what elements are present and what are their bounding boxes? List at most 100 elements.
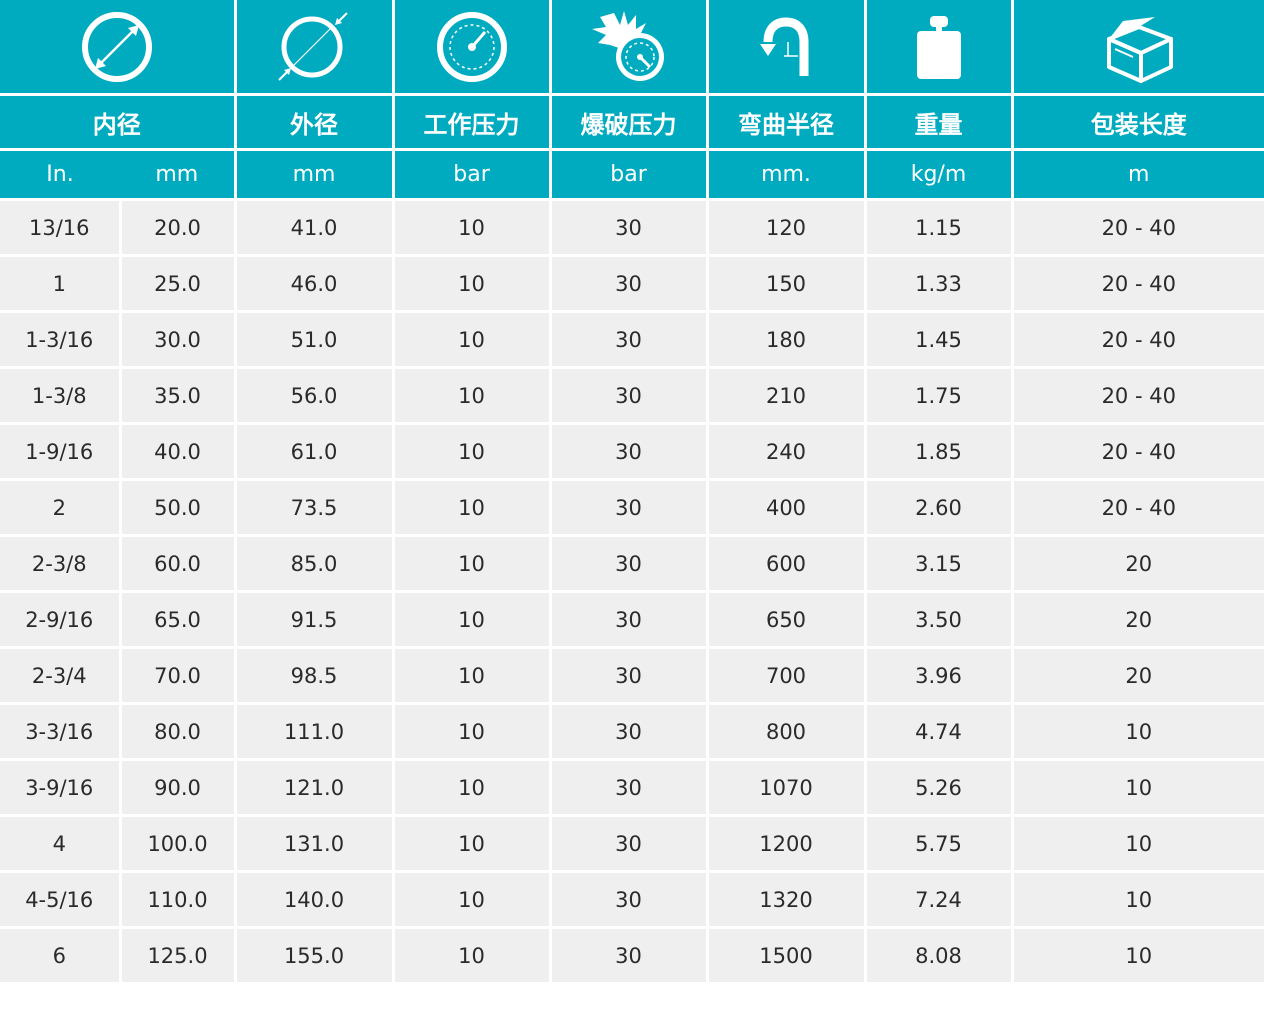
cell-package-length: 20	[1010, 534, 1264, 593]
cell-weight: 3.96	[863, 646, 1014, 705]
table-row: 2-9/16 65.0 91.5 10 30 650 3.50 20	[0, 590, 1264, 649]
cell-package-length: 10	[1010, 814, 1264, 873]
cell-weight: 1.15	[863, 199, 1014, 257]
cell-inner-in: 3-9/16	[0, 758, 122, 817]
cell-working-pressure: 10	[391, 310, 552, 369]
table-row: 1 25.0 46.0 10 30 150 1.33 20 - 40	[0, 254, 1264, 313]
cell-burst-pressure: 30	[548, 590, 709, 649]
cell-burst-pressure: 30	[548, 310, 709, 369]
cell-working-pressure: 10	[391, 366, 552, 425]
cell-package-length: 10	[1010, 702, 1264, 761]
cell-package-length: 20 - 40	[1010, 254, 1264, 313]
title-row: 内径 外径 工作压力 爆破压力 弯曲半径 重量 包装长度	[0, 93, 1264, 151]
cell-inner-in: 6	[0, 926, 122, 985]
cell-inner-mm: 40.0	[118, 422, 237, 481]
table-row: 4 100.0 131.0 10 30 1200 5.75 10	[0, 814, 1264, 873]
pressure-gauge-icon-cell	[391, 0, 552, 96]
cell-weight: 5.26	[863, 758, 1014, 817]
cell-weight: 1.45	[863, 310, 1014, 369]
cell-inner-mm: 25.0	[118, 254, 237, 313]
cell-weight: 3.15	[863, 534, 1014, 593]
cell-inner-in: 3-3/16	[0, 702, 122, 761]
cell-weight: 7.24	[863, 870, 1014, 929]
cell-package-length: 20 - 40	[1010, 310, 1264, 369]
cell-outer-mm: 41.0	[233, 199, 395, 257]
cell-burst-pressure: 30	[548, 254, 709, 313]
cell-bend-radius: 1200	[705, 814, 867, 873]
cell-working-pressure: 10	[391, 478, 552, 537]
cell-bend-radius: 1320	[705, 870, 867, 929]
cell-inner-in: 2	[0, 478, 122, 537]
cell-outer-mm: 131.0	[233, 814, 395, 873]
cell-weight: 3.50	[863, 590, 1014, 649]
cell-inner-mm: 50.0	[118, 478, 237, 537]
unit-inner-mm: mm	[120, 148, 237, 201]
hose-spec-table: 内径 外径 工作压力 爆破压力 弯曲半径 重量 包装长度 In. mm mm b…	[0, 0, 1264, 985]
weight-icon	[916, 15, 961, 79]
table-row: 3-3/16 80.0 111.0 10 30 800 4.74 10	[0, 702, 1264, 761]
cell-working-pressure: 10	[391, 254, 552, 313]
cell-working-pressure: 10	[391, 199, 552, 257]
cell-inner-mm: 35.0	[118, 366, 237, 425]
cell-package-length: 20	[1010, 646, 1264, 705]
cell-outer-mm: 98.5	[233, 646, 395, 705]
weight-icon-cell	[863, 0, 1014, 96]
cell-bend-radius: 150	[705, 254, 867, 313]
cell-weight: 1.33	[863, 254, 1014, 313]
cell-inner-in: 13/16	[0, 199, 122, 257]
cell-inner-mm: 70.0	[118, 646, 237, 705]
cell-bend-radius: 700	[705, 646, 867, 705]
cell-weight: 1.75	[863, 366, 1014, 425]
table-row: 13/16 20.0 41.0 10 30 120 1.15 20 - 40	[0, 199, 1264, 257]
cell-inner-in: 1-9/16	[0, 422, 122, 481]
cell-bend-radius: 1070	[705, 758, 867, 817]
cell-inner-in: 1-3/16	[0, 310, 122, 369]
unit-bend-mm: mm.	[705, 148, 867, 201]
cell-outer-mm: 140.0	[233, 870, 395, 929]
cell-bend-radius: 210	[705, 366, 867, 425]
cell-weight: 8.08	[863, 926, 1014, 985]
header-outer-diameter: 外径	[233, 93, 395, 151]
table-body: 13/16 20.0 41.0 10 30 120 1.15 20 - 40 1 25.0 46.0…	[0, 199, 1264, 985]
cell-outer-mm: 56.0	[233, 366, 395, 425]
unit-inner-in: In.	[0, 148, 120, 201]
cell-inner-mm: 60.0	[118, 534, 237, 593]
cell-inner-mm: 30.0	[118, 310, 237, 369]
header-package-length: 包装长度	[1010, 93, 1264, 151]
cell-inner-mm: 80.0	[118, 702, 237, 761]
cell-inner-mm: 110.0	[118, 870, 237, 929]
cell-inner-in: 4	[0, 814, 122, 873]
cell-bend-radius: 1500	[705, 926, 867, 985]
cell-burst-pressure: 30	[548, 366, 709, 425]
table-row: 2-3/4 70.0 98.5 10 30 700 3.96 20	[0, 646, 1264, 705]
burst-gauge-icon	[591, 10, 664, 81]
cell-burst-pressure: 30	[548, 478, 709, 537]
table-row: 1-3/8 35.0 56.0 10 30 210 1.75 20 - 40	[0, 366, 1264, 425]
header-bend-radius: 弯曲半径	[705, 93, 867, 151]
unit-burst-bar: bar	[548, 148, 709, 201]
cell-working-pressure: 10	[391, 534, 552, 593]
cell-working-pressure: 10	[391, 590, 552, 649]
cell-working-pressure: 10	[391, 814, 552, 873]
cell-bend-radius: 120	[705, 199, 867, 257]
cell-package-length: 10	[1010, 926, 1264, 985]
cell-inner-in: 1	[0, 254, 122, 313]
cell-weight: 5.75	[863, 814, 1014, 873]
cell-inner-mm: 65.0	[118, 590, 237, 649]
cell-working-pressure: 10	[391, 646, 552, 705]
inner-diameter-icon-cell	[0, 0, 237, 96]
cell-outer-mm: 121.0	[233, 758, 395, 817]
header-working-pressure: 工作压力	[391, 93, 552, 151]
header-burst-pressure: 爆破压力	[548, 93, 709, 151]
unit-row: In. mm mm bar bar mm. kg/m m	[0, 148, 1264, 201]
cell-inner-mm: 20.0	[118, 199, 237, 257]
cell-inner-in: 4-5/16	[0, 870, 122, 929]
cell-outer-mm: 111.0	[233, 702, 395, 761]
burst-gauge-icon-cell	[548, 0, 709, 96]
cell-outer-mm: 46.0	[233, 254, 395, 313]
header-weight: 重量	[863, 93, 1014, 151]
pressure-gauge-icon	[436, 11, 507, 82]
cell-weight: 4.74	[863, 702, 1014, 761]
cell-inner-mm: 100.0	[118, 814, 237, 873]
cell-inner-mm: 90.0	[118, 758, 237, 817]
